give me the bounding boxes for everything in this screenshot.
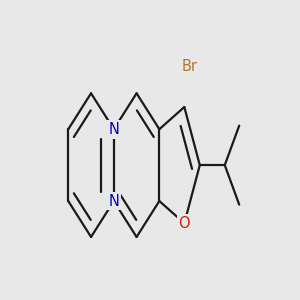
Text: N: N [108, 194, 119, 208]
Text: O: O [178, 216, 190, 231]
Text: N: N [108, 122, 119, 137]
Text: Br: Br [181, 58, 197, 74]
